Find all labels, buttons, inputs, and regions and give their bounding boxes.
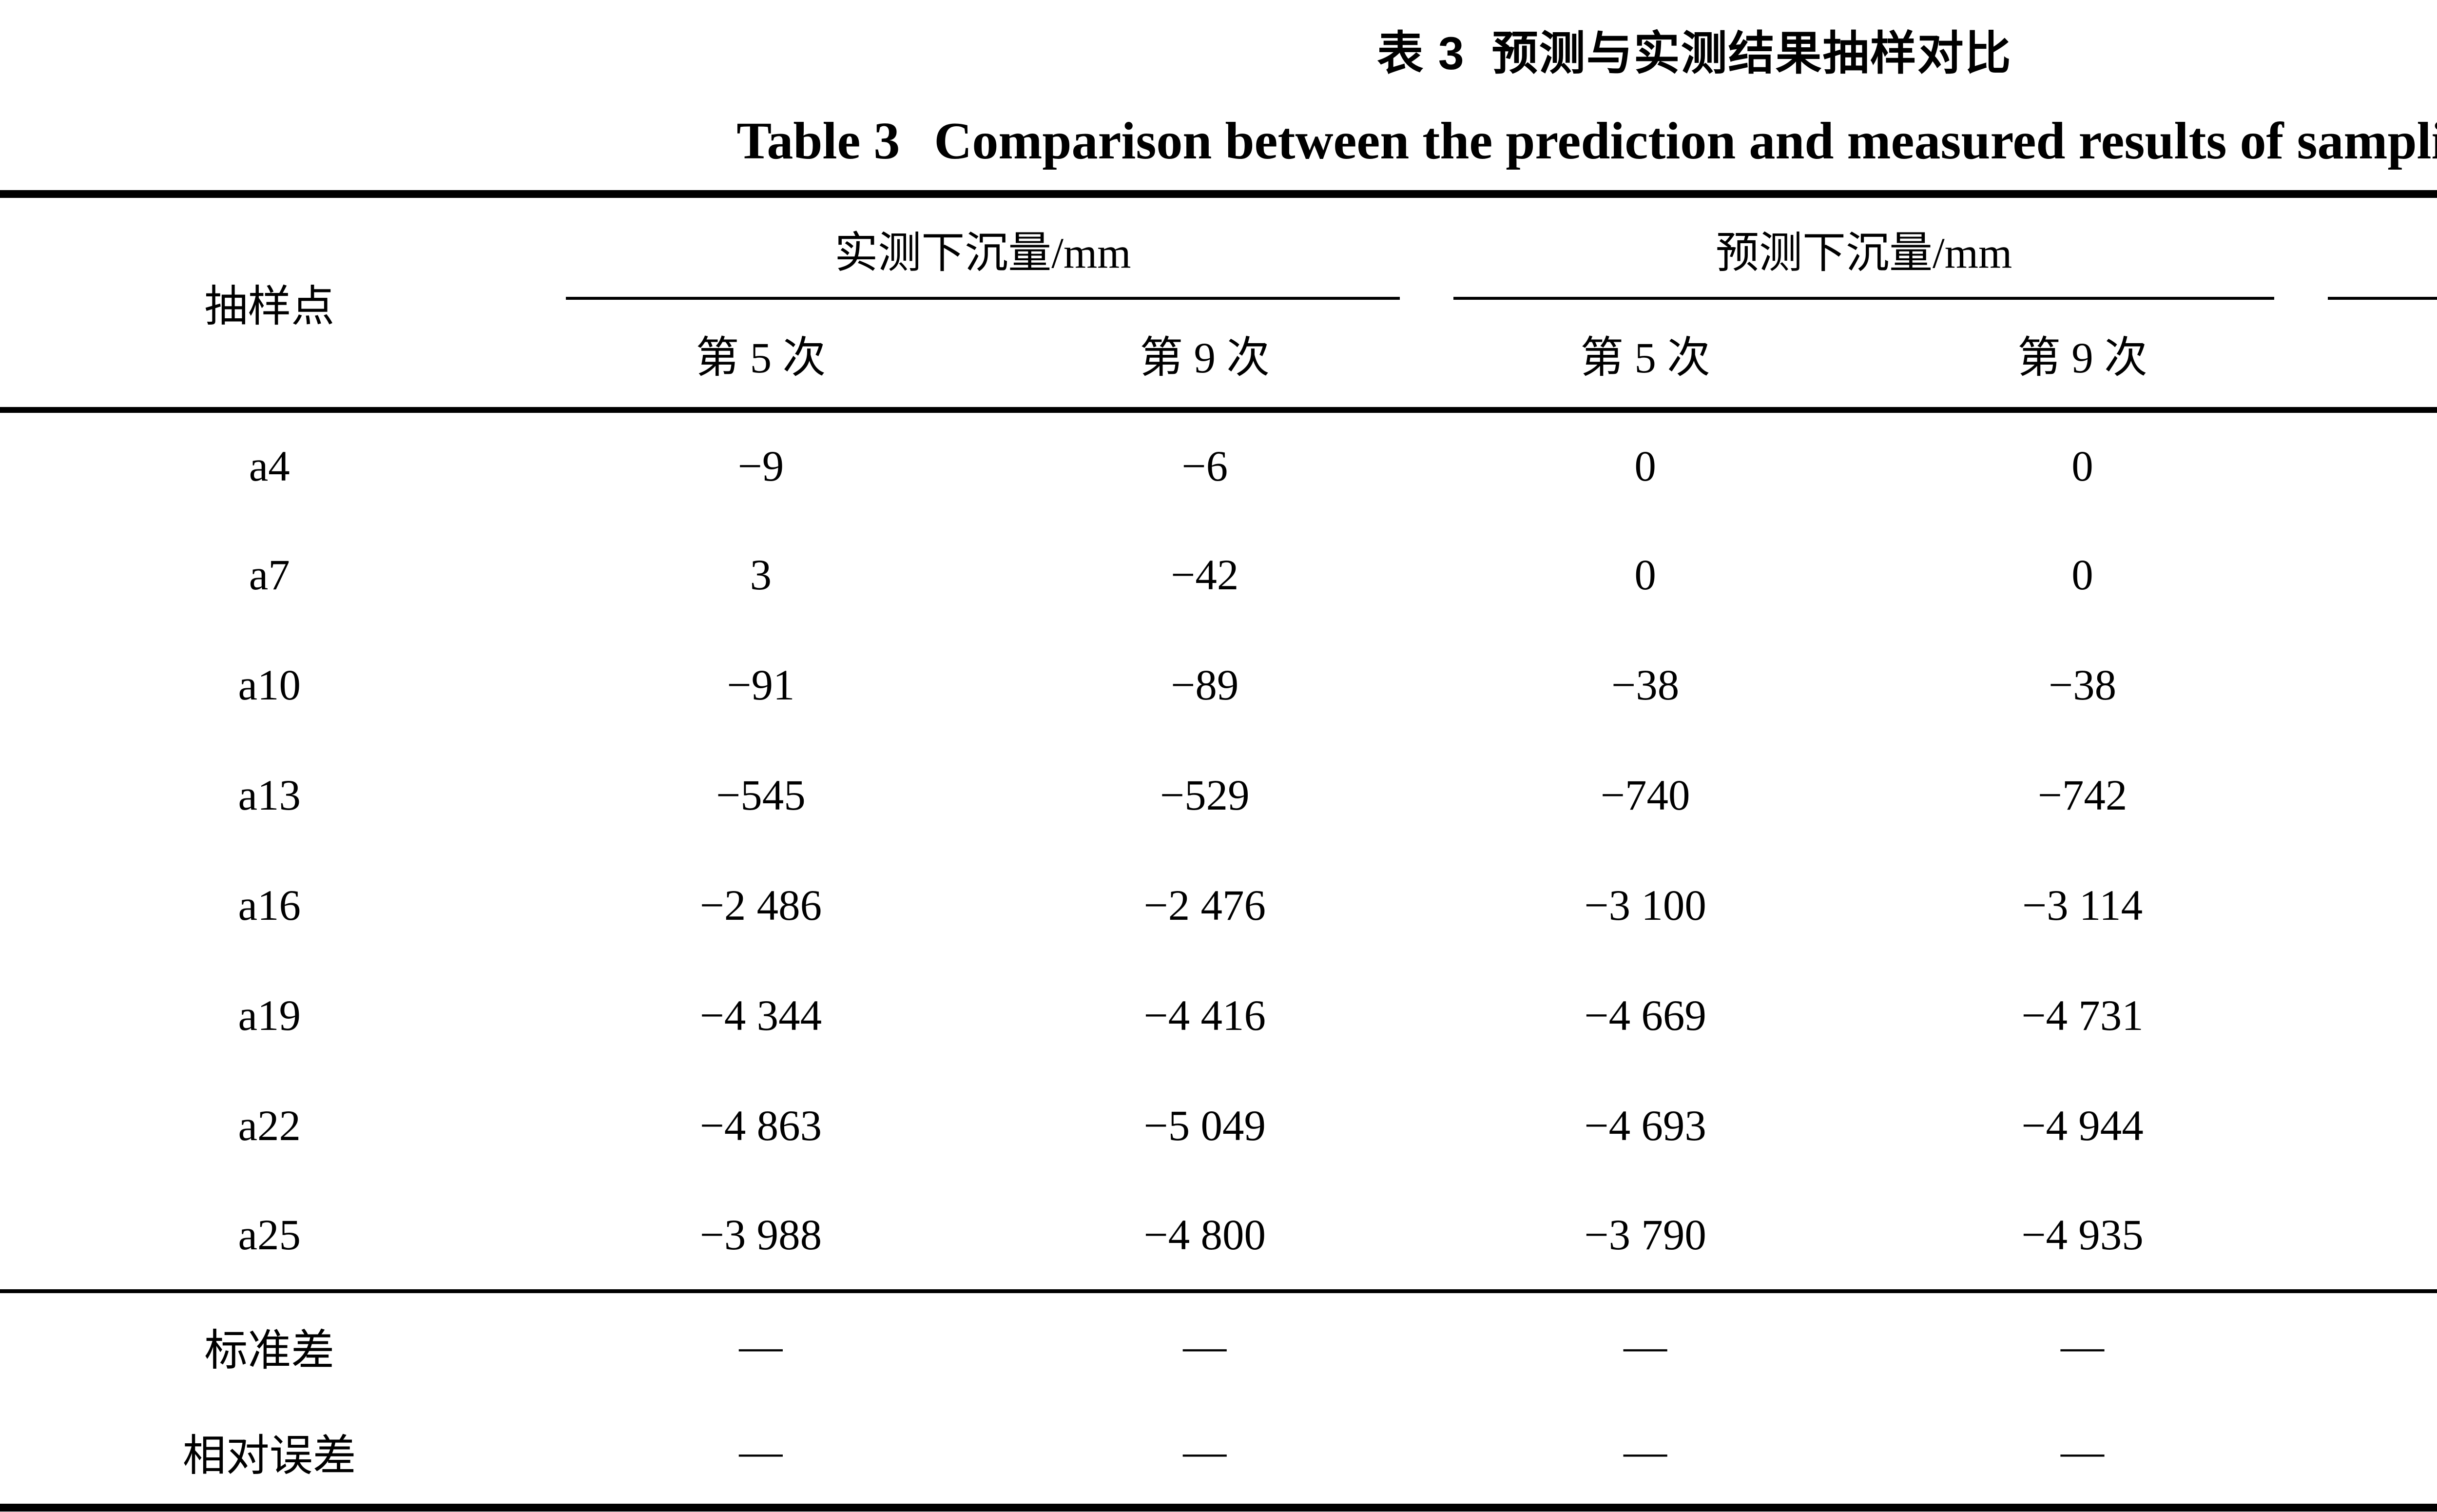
column-group-measured-label: 实测下沉量/mm (565, 217, 1400, 300)
column-group-predicted-subsidence: 预测下沉量/mm (1427, 194, 2301, 300)
predicted-5th-cell: 0 (1634, 551, 1656, 599)
sampling-point-cell: a7 (249, 551, 290, 599)
subheader-measured-9th: 第 9 次 (983, 300, 1427, 413)
measured-9th-cell: −89 (1171, 661, 1239, 709)
measured-5th-cell: −9 (737, 443, 784, 490)
subheader-predicted-5th: 第 5 次 (1427, 300, 1864, 413)
measured-5th-cell: −545 (716, 772, 806, 819)
measured-9th-cell: −2 476 (1143, 882, 1266, 930)
sampling-point-cell: a22 (238, 1102, 301, 1150)
sampling-point-cell: a4 (249, 443, 290, 490)
predicted-5th-cell: 0 (1634, 443, 1656, 490)
predicted-9th-cell: −4 944 (2021, 1102, 2144, 1150)
header-sub-row: 第 5 次 第 9 次 第 5 次 第 9 次 第 5 次 第 9 次 (0, 300, 2437, 413)
predicted-9th-cell: −4 935 (2021, 1211, 2144, 1259)
measured-5th-cell: 3 (750, 551, 772, 599)
measured-9th-cell: −529 (1160, 772, 1250, 819)
subheader-deviation-5th: 第 5 次 (2301, 300, 2437, 413)
table-caption-english: Comparison between the prediction and me… (934, 112, 2437, 170)
measured-9th-cell: −6 (1181, 443, 1228, 490)
measured-9th-cell: — (983, 1289, 1427, 1399)
deviation-5th-cell: −3 (2301, 520, 2437, 630)
comparison-table: 抽样点 实测下沉量/mm 预测下沉量/mm 预测偏差/mm 第 5 次 第 9 … (0, 190, 2437, 1512)
sampling-point-cell: a25 (238, 1211, 301, 1259)
predicted-5th-cell: −4 669 (1584, 992, 1706, 1040)
deviation-5th-cell: −325 (2301, 961, 2437, 1071)
measured-9th-cell: −5 049 (1143, 1102, 1266, 1150)
sampling-point-cell: a16 (238, 882, 301, 930)
predicted-5th-cell: −38 (1611, 661, 1680, 709)
measured-9th-cell: −4 800 (1143, 1211, 1266, 1259)
sampling-point-cell: a10 (238, 661, 301, 709)
predicted-5th-cell: — (1624, 1428, 1667, 1475)
predicted-9th-cell: −3 114 (2022, 882, 2143, 930)
table-row-a19: a19 −4 344 −4 416 −4 669 −4 731 −325 −31… (0, 961, 2437, 1071)
predicted-9th-cell: 0 (2071, 551, 2093, 599)
measured-5th-cell: −91 (727, 661, 795, 709)
table-number-chinese: 表 3 (1377, 28, 1465, 79)
header-group-row: 抽样点 实测下沉量/mm 预测下沉量/mm 预测偏差/mm (0, 194, 2437, 413)
predicted-5th-cell: −740 (1600, 772, 1690, 819)
table-row-a7: a7 3 −42 0 0 −3 42 (0, 520, 2437, 630)
predicted-9th-cell: −742 (2037, 772, 2128, 819)
column-group-prediction-deviation: 预测偏差/mm (2301, 194, 2437, 300)
table-caption-chinese: 预测与实测结果抽样对比 (1491, 28, 2012, 79)
table-row-a16: a16 −2 486 −2 476 −3 100 −3 114 −614 −63… (0, 851, 2437, 961)
table-row-a10: a10 −91 −89 −38 −38 53 51 (0, 630, 2437, 740)
deviation-5th-cell: 198 (2301, 1181, 2437, 1291)
column-header-sampling-point: 抽样点 (0, 194, 539, 413)
table-title-english: Table 3 Comparison between the prediction… (0, 105, 2437, 178)
predicted-9th-cell: −4 731 (2021, 992, 2144, 1040)
table-row-standard-deviation: 标准差 — — — — 271.8 270.4 (0, 1289, 2437, 1399)
deviation-5th-cell: 5.6% (2301, 1399, 2437, 1508)
measured-9th-cell: −42 (1171, 551, 1239, 599)
table-row-a22: a22 −4 863 −5 049 −4 693 −4 944 170 105 (0, 1071, 2437, 1181)
subheader-measured-5th: 第 5 次 (539, 300, 983, 413)
deviation-5th-cell: −614 (2301, 851, 2437, 961)
table-title-chinese: 表 3 预测与实测结果抽样对比 (0, 22, 2437, 85)
measured-5th-cell: −4 863 (699, 1102, 822, 1150)
table-row-a4: a4 −9 −6 0 0 9 6 (0, 410, 2437, 520)
measured-5th-cell: −4 344 (699, 992, 822, 1040)
deviation-5th-cell: 53 (2301, 630, 2437, 740)
measured-5th-cell: — (539, 1289, 983, 1399)
predicted-9th-cell: −38 (2048, 661, 2117, 709)
table-row-a25: a25 −3 988 −4 800 −3 790 −4 935 198 −135 (0, 1181, 2437, 1291)
predicted-5th-cell: −3 100 (1584, 882, 1706, 930)
column-group-predicted-label: 预测下沉量/mm (1453, 217, 2275, 300)
footer-label-cell: 标准差 (0, 1289, 539, 1399)
table-row-a13: a13 −545 −529 −740 −742 −195 −213 (0, 740, 2437, 851)
predicted-5th-cell: −4 693 (1584, 1102, 1706, 1150)
measured-9th-cell: — (1183, 1428, 1227, 1475)
predicted-9th-cell: — (2061, 1428, 2105, 1475)
deviation-5th-cell: 9 (2301, 410, 2437, 520)
predicted-5th-cell: −3 790 (1584, 1211, 1706, 1259)
predicted-9th-cell: — (1864, 1289, 2302, 1399)
column-group-deviation-label: 预测偏差/mm (2328, 217, 2437, 300)
measured-5th-cell: — (739, 1428, 783, 1475)
predicted-9th-cell: 0 (2071, 443, 2093, 490)
sampling-point-cell: a13 (238, 772, 301, 819)
measured-5th-cell: −2 486 (699, 882, 822, 930)
table-row-relative-error: 相对误差 — — — — 5.6% 5.4% (0, 1399, 2437, 1508)
measured-5th-cell: −3 988 (699, 1211, 822, 1259)
column-group-measured-subsidence: 实测下沉量/mm (539, 194, 1427, 300)
footer-label-cell: 相对误差 (182, 1432, 356, 1480)
deviation-5th-cell: 170 (2301, 1071, 2437, 1181)
subheader-predicted-9th: 第 9 次 (1864, 300, 2302, 413)
sampling-point-cell: a19 (238, 992, 301, 1040)
predicted-5th-cell: — (1427, 1289, 1864, 1399)
deviation-5th-cell: −195 (2301, 740, 2437, 851)
table-number-english: Table 3 (736, 112, 900, 170)
deviation-5th-cell: 271.8 (2301, 1289, 2437, 1399)
measured-9th-cell: −4 416 (1143, 992, 1266, 1040)
